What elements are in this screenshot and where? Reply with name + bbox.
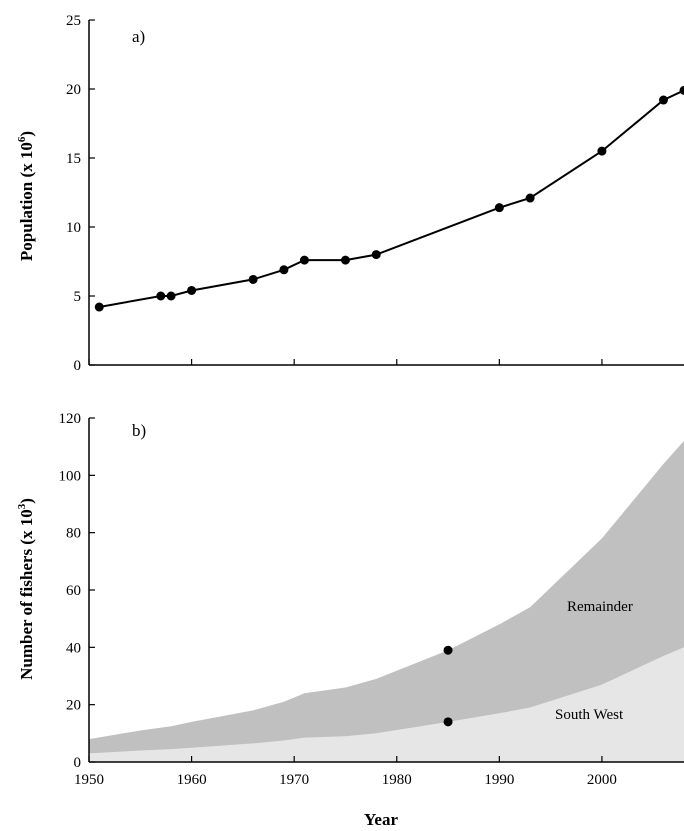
fishers-point-1 bbox=[443, 717, 453, 727]
x-tick-label-4: 1990 bbox=[484, 772, 514, 788]
panel-b-points bbox=[443, 645, 453, 727]
panel-a-y-axis-title-text: Population (x 10 bbox=[17, 142, 36, 261]
panel-b-y-tick-label-0: 0 bbox=[74, 755, 82, 771]
population-point-7 bbox=[340, 255, 350, 265]
panel-b-y-axis-title-end: ) bbox=[17, 498, 36, 504]
population-point-6 bbox=[299, 255, 309, 265]
population-point-0 bbox=[94, 302, 104, 312]
x-tick-label-0: 1950 bbox=[74, 772, 104, 788]
panel-a-population: 0 5 10 15 20 25 a) Population (x 106) bbox=[16, 13, 684, 374]
population-point-8 bbox=[371, 250, 381, 260]
area-south-west bbox=[89, 647, 684, 762]
x-tick-label-1: 1960 bbox=[177, 772, 207, 788]
area-remainder bbox=[89, 440, 684, 762]
population-point-9 bbox=[494, 203, 504, 213]
panel-b-y-tick-label-4: 80 bbox=[66, 526, 81, 542]
panel-a-y-axis-title-end: ) bbox=[17, 131, 36, 137]
population-point-2 bbox=[166, 291, 176, 301]
population-point-1 bbox=[156, 291, 166, 301]
fishers-point-0 bbox=[443, 645, 453, 655]
panel-b-y-tick-label-3: 60 bbox=[66, 583, 81, 599]
panel-a-y-tick-label-1: 5 bbox=[74, 289, 82, 305]
region-label-south-west: South West bbox=[555, 707, 624, 723]
panel-b-y-axis-title-text: Number of fishers (x 10 bbox=[17, 509, 36, 680]
panel-b-y-axis-title: Number of fishers (x 103) bbox=[16, 498, 36, 680]
x-axis-title: Year bbox=[364, 810, 398, 829]
x-tick-label-2: 1970 bbox=[279, 772, 309, 788]
panel-a-y-axis-title-exponent: 6 bbox=[16, 136, 28, 142]
population-point-13 bbox=[679, 85, 684, 95]
panel-a-y-axis-title: Population (x 106) bbox=[16, 131, 36, 261]
panel-b-y-tick-label-6: 120 bbox=[59, 411, 82, 427]
panel-b-y-tick-label-1: 20 bbox=[66, 698, 81, 714]
panel-b-y-tick-label-5: 100 bbox=[59, 468, 82, 484]
panel-a-y-tick-label-4: 20 bbox=[66, 82, 81, 98]
panel-a-y-tick-label-2: 10 bbox=[66, 220, 81, 236]
x-tick-label-5: 2000 bbox=[587, 772, 617, 788]
population-point-3 bbox=[187, 285, 197, 295]
panel-a-label: a) bbox=[132, 27, 145, 46]
panel-a-y-tick-label-0: 0 bbox=[74, 358, 82, 374]
population-line bbox=[99, 89, 684, 308]
population-point-5 bbox=[279, 265, 289, 275]
region-label-remainder: Remainder bbox=[567, 599, 633, 615]
panel-a-y-tick-label-5: 25 bbox=[66, 13, 81, 29]
panel-a-ticks: 0 5 10 15 20 25 bbox=[66, 13, 603, 374]
panel-a-y-tick-label-3: 15 bbox=[66, 151, 81, 167]
panel-b-y-tick-label-2: 40 bbox=[66, 640, 81, 656]
population-point-12 bbox=[658, 95, 668, 105]
population-point-11 bbox=[597, 146, 607, 156]
population-point-10 bbox=[525, 193, 535, 203]
panel-b-y-axis-title-exponent: 3 bbox=[16, 503, 28, 509]
x-tick-label-3: 1980 bbox=[382, 772, 412, 788]
population-series bbox=[94, 85, 684, 312]
panel-b-label: b) bbox=[132, 421, 146, 440]
panel-b-ticks: 0 20 40 60 80 100 120 1950 1960 1970 1980 1990 2000 bbox=[59, 411, 617, 788]
panel-b-areas bbox=[89, 440, 684, 762]
population-point-4 bbox=[248, 274, 258, 284]
